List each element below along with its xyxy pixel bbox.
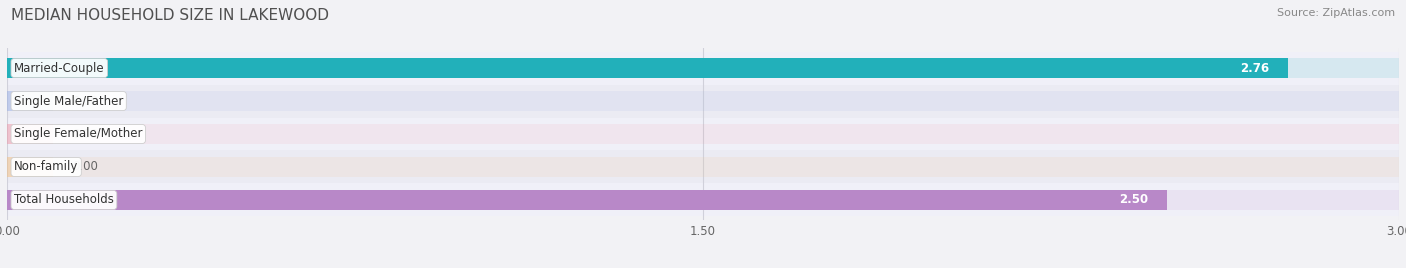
Bar bbox=[7, 91, 53, 111]
Text: 0.00: 0.00 bbox=[72, 95, 98, 107]
Text: Non-family: Non-family bbox=[14, 161, 79, 173]
Text: 2.76: 2.76 bbox=[1240, 62, 1270, 75]
Text: 2.50: 2.50 bbox=[1119, 193, 1149, 206]
Text: Single Male/Father: Single Male/Father bbox=[14, 95, 124, 107]
Text: Total Households: Total Households bbox=[14, 193, 114, 206]
Bar bbox=[7, 124, 1399, 144]
Bar bbox=[7, 58, 1399, 78]
Bar bbox=[7, 157, 53, 177]
Bar bbox=[7, 190, 1167, 210]
Bar bbox=[7, 151, 1399, 184]
Bar bbox=[7, 184, 1399, 217]
Text: 0.00: 0.00 bbox=[72, 161, 98, 173]
Bar bbox=[7, 124, 53, 144]
Text: 0.00: 0.00 bbox=[72, 128, 98, 140]
Text: Married-Couple: Married-Couple bbox=[14, 62, 104, 75]
Text: Source: ZipAtlas.com: Source: ZipAtlas.com bbox=[1277, 8, 1395, 18]
Bar bbox=[7, 190, 1399, 210]
Text: Single Female/Mother: Single Female/Mother bbox=[14, 128, 142, 140]
Bar bbox=[7, 157, 1399, 177]
Bar bbox=[7, 117, 1399, 151]
Bar bbox=[7, 84, 1399, 117]
Bar bbox=[7, 51, 1399, 84]
Bar bbox=[7, 91, 1399, 111]
Bar bbox=[7, 58, 1288, 78]
Text: MEDIAN HOUSEHOLD SIZE IN LAKEWOOD: MEDIAN HOUSEHOLD SIZE IN LAKEWOOD bbox=[11, 8, 329, 23]
